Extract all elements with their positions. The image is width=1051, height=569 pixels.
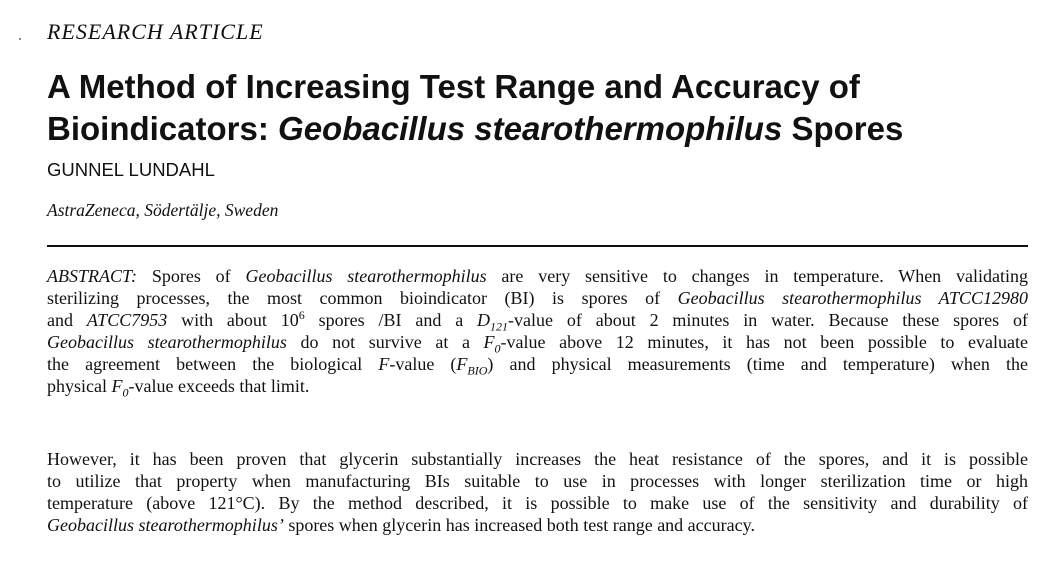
abstract-line: However, it has been proven that glyceri…: [47, 449, 1028, 469]
abstract-label: ABSTRACT:: [47, 266, 138, 286]
author-affiliation: AstraZeneca, Södertälje, Sweden: [47, 200, 279, 220]
title-prefix: Bioindicators:: [47, 110, 279, 147]
abstract-line: sterilizing processes, the most common b…: [47, 288, 1029, 308]
title-line-2: Bioindicators: Geobacillus stearothermop…: [47, 108, 1028, 150]
scan-speck: [19, 38, 21, 40]
abstract-line: ABSTRACT: Spores of Geobacillus stearoth…: [47, 266, 1028, 286]
abstract-line: Geobacillus stearothermophilus’ spores w…: [47, 515, 755, 535]
author-name: GUNNEL LUNDAHL: [47, 159, 215, 180]
abstract-line: temperature (above 121°C). By the method…: [47, 493, 1028, 513]
article-title: A Method of Increasing Test Range and Ac…: [47, 66, 1028, 150]
title-species: Geobacillus stearothermophilus: [278, 110, 783, 147]
section-label: RESEARCH ARTICLE: [47, 19, 264, 44]
abstract-paragraph-1: ABSTRACT: Spores of Geobacillus stearoth…: [47, 265, 1029, 400]
abstract-paragraph-2: However, it has been proven that glyceri…: [47, 448, 1028, 536]
abstract-line: the agreement between the biological F-v…: [47, 354, 1028, 378]
abstract-line: to utilize that property when manufactur…: [47, 471, 1028, 491]
abstract-line: Geobacillus stearothermophilus do not su…: [47, 332, 1028, 356]
abstract-line: and ATCC7953 with about 106 spores /BI a…: [47, 308, 1028, 334]
title-suffix: Spores: [782, 110, 904, 147]
abstract-line: physical F0-value exceeds that limit.: [47, 376, 310, 400]
header-divider: [47, 245, 1028, 247]
article-page: RESEARCH ARTICLE A Method of Increasing …: [47, 0, 1028, 569]
title-line-1: A Method of Increasing Test Range and Ac…: [47, 68, 860, 105]
